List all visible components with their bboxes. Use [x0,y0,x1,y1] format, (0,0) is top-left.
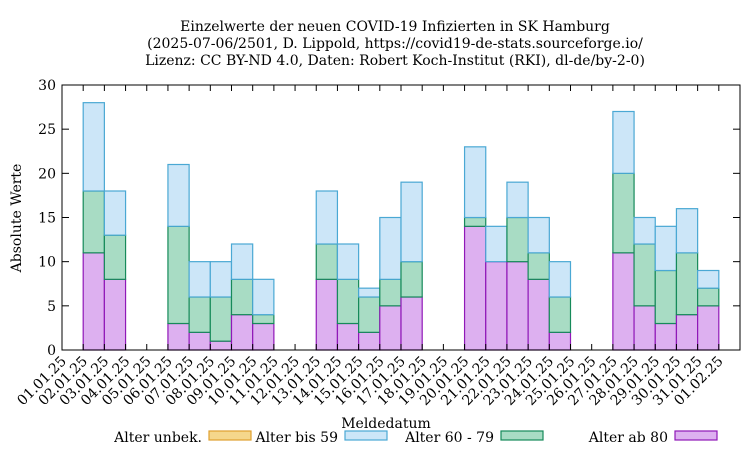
y-tick-label: 5 [47,299,56,315]
bar-2-22 [527,252,550,280]
y-ticks-group: 0 5 10 15 20 25 30 [38,78,740,359]
bar-3-22 [527,216,550,254]
bar-1-1 [82,252,105,351]
bar-1-27 [633,305,656,351]
bar-3-12 [315,190,339,245]
bar-2-15 [379,278,402,307]
bar-3-1 [82,102,105,192]
bar-1-16 [400,296,423,351]
y-axis-label: Absolute Werte [9,164,25,274]
bar-1-2 [103,278,127,351]
bar-3-6 [188,261,211,298]
bar-2-5 [167,225,190,325]
legend-swatch [674,430,718,441]
y-tick-label: 25 [38,122,56,138]
bar-1-29 [675,314,699,351]
bar-2-6 [188,296,211,333]
y-tick-label: 15 [38,211,56,227]
bar-2-27 [633,243,656,307]
bar-2-12 [315,243,339,280]
bar-1-22 [527,278,550,351]
bar-1-6 [188,331,211,351]
bar-1-19 [463,225,487,351]
bar-3-20 [485,225,508,263]
bar-3-30 [697,269,720,289]
bar-1-20 [485,261,508,351]
bar-2-13 [336,278,360,325]
legend-label: Alter ab 80 [588,430,668,446]
bar-1-5 [167,322,190,351]
bar-2-1 [82,190,105,254]
bar-1-28 [654,322,678,351]
bar-3-8 [230,243,254,280]
bar-3-9 [252,278,275,316]
legend-swatch [208,430,252,441]
bar-1-9 [252,322,275,351]
bar-3-2 [103,190,127,236]
bar-3-27 [633,216,656,245]
bar-2-21 [506,216,529,263]
x-axis-label: Meldedatum [341,416,431,432]
bar-2-26 [612,172,635,254]
bar-3-29 [675,208,699,254]
bar-1-7 [209,340,233,351]
bar-2-30 [697,287,720,307]
bar-1-30 [697,305,720,351]
bar-1-26 [612,252,635,351]
bar-1-15 [379,305,402,351]
bar-2-2 [103,234,127,280]
bar-2-28 [654,269,678,325]
legend-label: Alter bis 59 [254,430,338,446]
bar-2-16 [400,261,423,298]
bar-1-23 [548,331,572,351]
legend-label: Alter unbek. [113,430,202,446]
chart-title-line-2: (2025-07-06/2501, D. Lippold, https://co… [147,36,643,52]
x-ticks-group: 01.01.2502.01.2503.01.2504.01.2505.01.25… [14,85,727,409]
y-tick-label: 10 [38,255,56,271]
legend-label: Alter 60 - 79 [404,430,494,446]
bar-2-19 [463,216,487,227]
bar-2-29 [675,252,699,316]
bar-3-28 [654,225,678,272]
bar-1-14 [358,331,381,351]
bar-3-19 [463,146,487,219]
bar-3-15 [379,216,402,280]
bar-3-13 [336,243,360,280]
bar-2-23 [548,296,572,333]
bar-3-26 [612,110,635,174]
bar-3-5 [167,163,190,227]
y-tick-label: 20 [38,166,56,182]
chart-title-line-3: Lizenz: CC BY-ND 4.0, Daten: Robert Koch… [145,53,645,69]
y-tick-label: 0 [47,343,56,359]
bar-3-7 [209,261,233,298]
bars-group [82,102,720,351]
legend: Alter unbek. Alter bis 59 Alter 60 - 79 Alt… [113,430,718,446]
bar-1-8 [230,314,254,351]
bar-3-14 [358,287,381,298]
bar-1-13 [336,322,360,351]
bar-2-14 [358,296,381,333]
bar-1-12 [315,278,339,351]
legend-swatch [344,430,388,441]
bar-2-8 [230,278,254,316]
bar-2-9 [252,314,275,325]
bar-2-7 [209,296,233,342]
legend-swatch [500,430,544,441]
chart-title-line-1: Einzelwerte der neuen COVID-19 Infiziert… [180,19,610,35]
bar-1-21 [506,261,529,351]
bar-3-21 [506,181,529,219]
y-tick-label: 30 [38,78,56,94]
bar-3-16 [400,181,423,263]
bar-3-23 [548,261,572,298]
